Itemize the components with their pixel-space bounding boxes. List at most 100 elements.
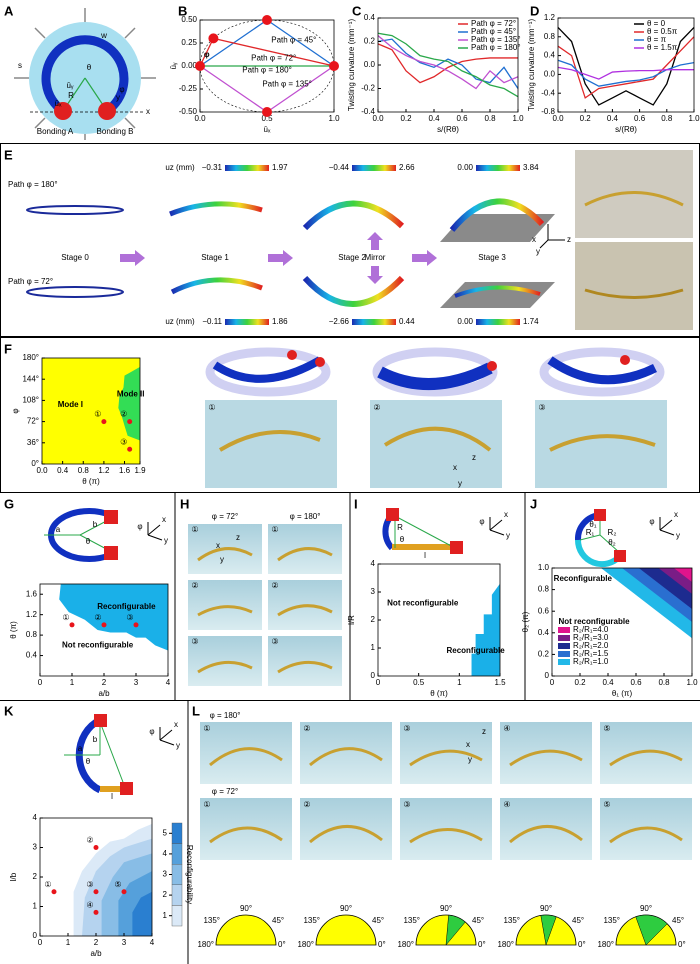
diagram-label: l xyxy=(111,792,113,801)
axis-label: φ xyxy=(137,522,142,531)
legend-label: Path φ = 72° xyxy=(471,19,516,28)
colorbar-step xyxy=(171,864,183,886)
diagram-f-circle xyxy=(620,355,630,365)
y-tick-label: -0.25 xyxy=(179,84,198,93)
plot-frame xyxy=(551,567,693,677)
y-tick-label: 3 xyxy=(33,843,38,852)
point-label: ② xyxy=(86,836,93,845)
stage-label: Stage 1 xyxy=(201,253,229,262)
x-axis-title: a/b xyxy=(98,689,110,698)
y-tick-label: 0 xyxy=(371,671,376,680)
diagram-f-circle xyxy=(287,350,297,360)
colorbar xyxy=(352,165,396,171)
x-axis-title: ūₓ xyxy=(263,125,270,134)
gauge xyxy=(415,914,477,946)
photo-label: ② xyxy=(191,581,198,590)
diagram-e-path xyxy=(584,288,684,299)
colorbar-unit: uz (mm) xyxy=(165,317,195,326)
x-tick-label: 0.8 xyxy=(484,114,496,123)
diagram-e-ellipse xyxy=(26,286,124,298)
row-label: Path φ = 180° xyxy=(8,180,58,189)
photo-label: ③ xyxy=(403,800,410,809)
axis-label: x xyxy=(174,720,178,729)
diagram-label: Bonding A xyxy=(37,127,74,136)
photo-label: ① xyxy=(208,403,215,412)
diagram-e-polygon xyxy=(367,266,383,284)
legend-swatch xyxy=(558,651,570,657)
colorbar-step xyxy=(171,843,183,865)
series-line xyxy=(557,66,694,80)
axis-label: x xyxy=(453,463,457,472)
y-tick-label: 0.8 xyxy=(544,32,556,41)
point-label: ① xyxy=(62,613,69,622)
panel-label: B xyxy=(178,3,187,18)
y-tick-label: 1.2 xyxy=(26,610,38,619)
diagram-e-polygon xyxy=(367,232,383,250)
photos-l-rect xyxy=(500,798,592,860)
x-tick-label: 1.2 xyxy=(98,466,110,475)
diagram-f-path xyxy=(212,356,323,383)
y-tick-label: 0.2 xyxy=(538,650,550,659)
x-tick-label: 0 xyxy=(376,678,381,687)
x-tick-label: 0.0 xyxy=(372,114,384,123)
x-tick-label: 0.2 xyxy=(574,678,586,687)
point xyxy=(121,889,127,895)
region xyxy=(132,891,152,936)
colorbar xyxy=(225,319,269,325)
colorbar-label: 1.74 xyxy=(523,317,539,326)
axis-label: y xyxy=(220,555,224,564)
legend-swatch xyxy=(558,659,570,665)
y-tick-label: -0.50 xyxy=(179,107,198,116)
panel-label: I xyxy=(354,496,358,511)
colorbar-label: −0.11 xyxy=(202,317,222,326)
photo-label: ③ xyxy=(403,724,410,733)
gauge-label: 180° xyxy=(497,940,514,949)
y-tick-label: -0.4 xyxy=(541,88,555,97)
x-tick-label: 1.5 xyxy=(494,678,506,687)
legend-label: θ = 1.5π xyxy=(647,43,678,52)
photo-label: ③ xyxy=(271,637,278,646)
x-tick-label: 0.0 xyxy=(194,114,206,123)
photo-label: ② xyxy=(271,581,278,590)
axis-label: z xyxy=(482,727,486,736)
photo-label: ③ xyxy=(538,403,545,412)
diagram-label: l xyxy=(424,551,426,560)
diagram-f-path xyxy=(218,430,321,452)
point xyxy=(127,419,133,425)
region xyxy=(59,584,169,651)
point-label: ① xyxy=(94,410,101,419)
annotation: Reconfigurable xyxy=(97,602,156,611)
gauge-label: 45° xyxy=(472,916,484,925)
y-tick-label: 1 xyxy=(371,643,376,652)
annotation: Not reconfigurable xyxy=(558,617,630,626)
axis-label: y xyxy=(468,755,472,764)
diagram-g-rect xyxy=(104,510,118,524)
gauge-label: 45° xyxy=(672,916,684,925)
x-tick-label: 0.2 xyxy=(400,114,412,123)
diagram-label: y xyxy=(116,93,120,102)
y-tick-label: 4 xyxy=(33,813,38,822)
annotation: Not reconfigurable xyxy=(387,598,459,607)
x-tick-label: 0.6 xyxy=(630,678,642,687)
colorbar-label: −0.44 xyxy=(329,163,350,172)
diagram-f-circle xyxy=(487,361,497,371)
annotation: φ xyxy=(204,50,210,59)
series-line xyxy=(557,36,695,99)
x-tick-label: 1.0 xyxy=(328,114,340,123)
photos-l xyxy=(200,722,692,860)
gauge-label: 0° xyxy=(378,940,386,949)
diagram-label: θ₂ xyxy=(608,538,616,547)
gauge-label: 135° xyxy=(403,916,420,925)
diagram-f-circle xyxy=(315,357,325,367)
diagram-e-path xyxy=(584,191,684,207)
diagram-e-polygon xyxy=(120,250,145,266)
diagram-i xyxy=(382,508,505,554)
row-label: φ = 180° xyxy=(210,711,241,720)
gauge-label: 180° xyxy=(397,940,414,949)
colorbar-step xyxy=(171,884,183,906)
gauge-label: 180° xyxy=(597,940,614,949)
x-tick-label: 0.6 xyxy=(634,114,646,123)
diagram-e-path xyxy=(539,224,565,249)
colorbar-tick-label: 1 xyxy=(163,911,168,920)
